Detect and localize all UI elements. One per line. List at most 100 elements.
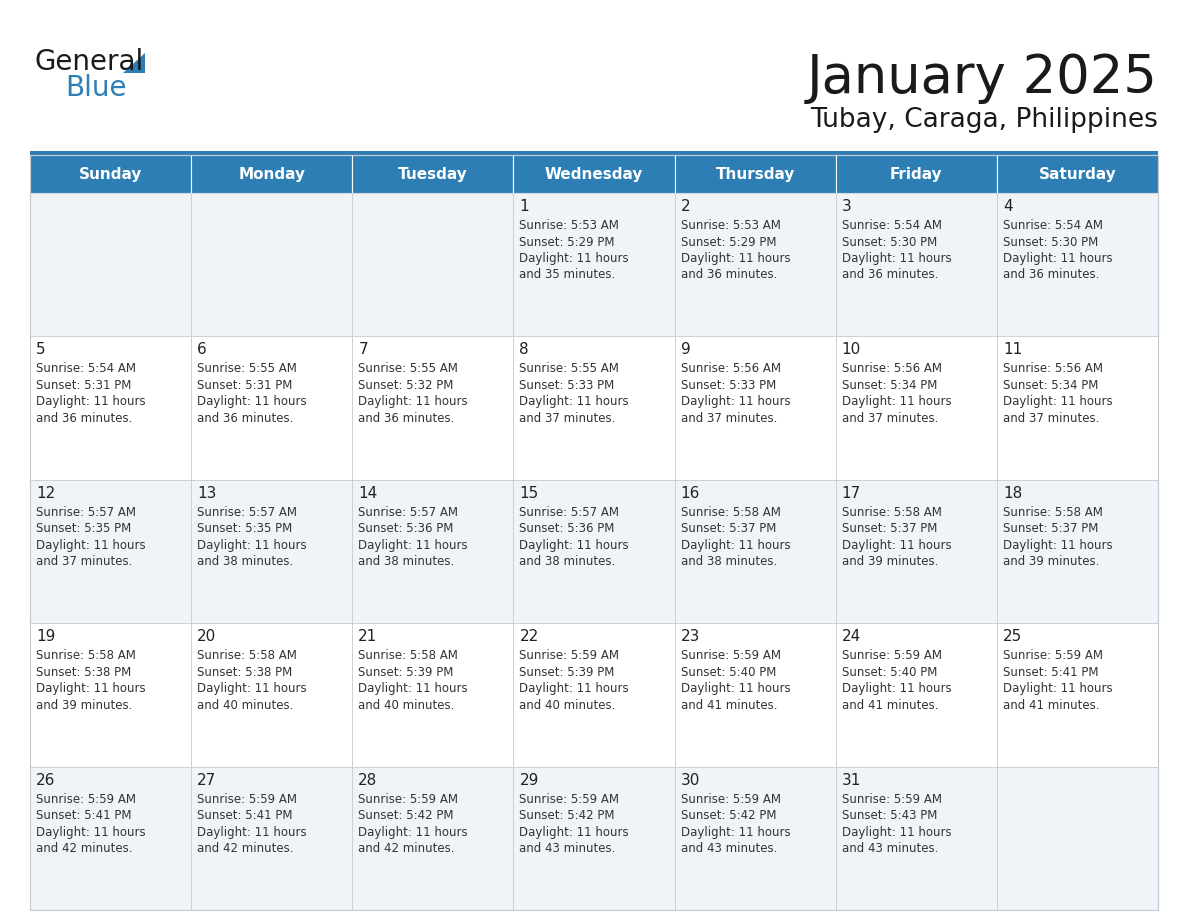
Text: Daylight: 11 hours: Daylight: 11 hours [681, 539, 790, 552]
Bar [353, 767, 513, 910]
Text: 4: 4 [1003, 199, 1012, 214]
Text: Wednesday: Wednesday [545, 166, 643, 182]
Text: 24: 24 [842, 629, 861, 644]
Text: Sunset: 5:29 PM: Sunset: 5:29 PM [681, 236, 776, 249]
Text: Tuesday: Tuesday [398, 166, 468, 182]
Text: Daylight: 11 hours: Daylight: 11 hours [197, 539, 307, 552]
Text: Sunset: 5:30 PM: Sunset: 5:30 PM [842, 236, 937, 249]
Text: Sunrise: 5:55 AM: Sunrise: 5:55 AM [197, 363, 297, 375]
Bar [675, 193, 835, 336]
Text: Daylight: 11 hours: Daylight: 11 hours [36, 539, 146, 552]
Text: General: General [34, 48, 144, 76]
Text: Sunrise: 5:58 AM: Sunrise: 5:58 AM [197, 649, 297, 662]
Text: Daylight: 11 hours: Daylight: 11 hours [842, 539, 952, 552]
Text: and 41 minutes.: and 41 minutes. [681, 699, 777, 711]
Bar [30, 767, 191, 910]
Text: Daylight: 11 hours: Daylight: 11 hours [842, 682, 952, 695]
Text: Daylight: 11 hours: Daylight: 11 hours [681, 252, 790, 265]
Text: and 36 minutes.: and 36 minutes. [842, 268, 939, 282]
Text: and 43 minutes.: and 43 minutes. [519, 842, 615, 855]
Text: Sunset: 5:34 PM: Sunset: 5:34 PM [842, 379, 937, 392]
Text: 11: 11 [1003, 342, 1022, 357]
Text: 15: 15 [519, 486, 538, 501]
Bar [835, 336, 997, 480]
Text: Sunrise: 5:57 AM: Sunrise: 5:57 AM [359, 506, 459, 519]
Text: Daylight: 11 hours: Daylight: 11 hours [359, 682, 468, 695]
Text: Daylight: 11 hours: Daylight: 11 hours [1003, 539, 1112, 552]
Text: 2: 2 [681, 199, 690, 214]
Text: January 2025: January 2025 [807, 52, 1158, 104]
Text: Sunrise: 5:58 AM: Sunrise: 5:58 AM [36, 649, 135, 662]
Text: Sunrise: 5:59 AM: Sunrise: 5:59 AM [519, 649, 619, 662]
Text: Sunset: 5:37 PM: Sunset: 5:37 PM [842, 522, 937, 535]
Text: and 38 minutes.: and 38 minutes. [197, 555, 293, 568]
Bar [30, 480, 191, 623]
Text: Daylight: 11 hours: Daylight: 11 hours [1003, 396, 1112, 409]
Bar [30, 623, 191, 767]
Text: Daylight: 11 hours: Daylight: 11 hours [681, 396, 790, 409]
Text: Sunrise: 5:58 AM: Sunrise: 5:58 AM [842, 506, 942, 519]
Text: Sunrise: 5:57 AM: Sunrise: 5:57 AM [36, 506, 135, 519]
Text: Daylight: 11 hours: Daylight: 11 hours [519, 682, 630, 695]
Bar [191, 480, 353, 623]
Text: and 43 minutes.: and 43 minutes. [681, 842, 777, 855]
Text: and 42 minutes.: and 42 minutes. [359, 842, 455, 855]
Text: Sunset: 5:37 PM: Sunset: 5:37 PM [681, 522, 776, 535]
Text: and 41 minutes.: and 41 minutes. [1003, 699, 1099, 711]
Text: 26: 26 [36, 773, 56, 788]
Text: Daylight: 11 hours: Daylight: 11 hours [36, 396, 146, 409]
Text: Sunset: 5:36 PM: Sunset: 5:36 PM [359, 522, 454, 535]
Text: and 37 minutes.: and 37 minutes. [1003, 412, 1099, 425]
Text: 9: 9 [681, 342, 690, 357]
Text: Sunrise: 5:56 AM: Sunrise: 5:56 AM [681, 363, 781, 375]
Text: and 36 minutes.: and 36 minutes. [359, 412, 455, 425]
Text: Sunset: 5:40 PM: Sunset: 5:40 PM [842, 666, 937, 678]
Text: Sunset: 5:29 PM: Sunset: 5:29 PM [519, 236, 615, 249]
Bar [30, 155, 1158, 910]
Text: Sunrise: 5:55 AM: Sunrise: 5:55 AM [359, 363, 459, 375]
Bar [191, 767, 353, 910]
Text: Sunrise: 5:59 AM: Sunrise: 5:59 AM [519, 792, 619, 806]
Text: Monday: Monday [239, 166, 305, 182]
Text: 1: 1 [519, 199, 529, 214]
Text: Sunrise: 5:58 AM: Sunrise: 5:58 AM [359, 649, 459, 662]
Text: Sunrise: 5:54 AM: Sunrise: 5:54 AM [1003, 219, 1102, 232]
Text: and 40 minutes.: and 40 minutes. [519, 699, 615, 711]
Text: Sunrise: 5:53 AM: Sunrise: 5:53 AM [681, 219, 781, 232]
Text: 10: 10 [842, 342, 861, 357]
Text: Daylight: 11 hours: Daylight: 11 hours [842, 252, 952, 265]
Text: Sunrise: 5:58 AM: Sunrise: 5:58 AM [1003, 506, 1102, 519]
Text: and 38 minutes.: and 38 minutes. [359, 555, 455, 568]
Bar [353, 480, 513, 623]
Text: Sunrise: 5:59 AM: Sunrise: 5:59 AM [681, 649, 781, 662]
Bar [997, 623, 1158, 767]
Text: and 36 minutes.: and 36 minutes. [197, 412, 293, 425]
Text: Sunrise: 5:59 AM: Sunrise: 5:59 AM [1003, 649, 1102, 662]
Text: Daylight: 11 hours: Daylight: 11 hours [519, 825, 630, 839]
Bar [30, 193, 191, 336]
Bar [513, 767, 675, 910]
Text: and 43 minutes.: and 43 minutes. [842, 842, 939, 855]
Text: and 36 minutes.: and 36 minutes. [36, 412, 132, 425]
Bar [30, 336, 191, 480]
Text: Friday: Friday [890, 166, 942, 182]
Text: 31: 31 [842, 773, 861, 788]
Text: Sunrise: 5:59 AM: Sunrise: 5:59 AM [197, 792, 297, 806]
Bar [675, 767, 835, 910]
Text: Sunrise: 5:59 AM: Sunrise: 5:59 AM [842, 792, 942, 806]
Bar [997, 336, 1158, 480]
Text: Daylight: 11 hours: Daylight: 11 hours [197, 396, 307, 409]
Text: Sunset: 5:31 PM: Sunset: 5:31 PM [36, 379, 132, 392]
Bar [513, 336, 675, 480]
Text: Daylight: 11 hours: Daylight: 11 hours [681, 682, 790, 695]
Text: Daylight: 11 hours: Daylight: 11 hours [519, 539, 630, 552]
Text: Daylight: 11 hours: Daylight: 11 hours [519, 252, 630, 265]
Text: Sunrise: 5:59 AM: Sunrise: 5:59 AM [842, 649, 942, 662]
Text: 20: 20 [197, 629, 216, 644]
Bar [997, 767, 1158, 910]
Text: 7: 7 [359, 342, 368, 357]
Text: Sunday: Sunday [78, 166, 143, 182]
Text: Sunset: 5:41 PM: Sunset: 5:41 PM [1003, 666, 1099, 678]
Text: 12: 12 [36, 486, 56, 501]
Text: and 41 minutes.: and 41 minutes. [842, 699, 939, 711]
